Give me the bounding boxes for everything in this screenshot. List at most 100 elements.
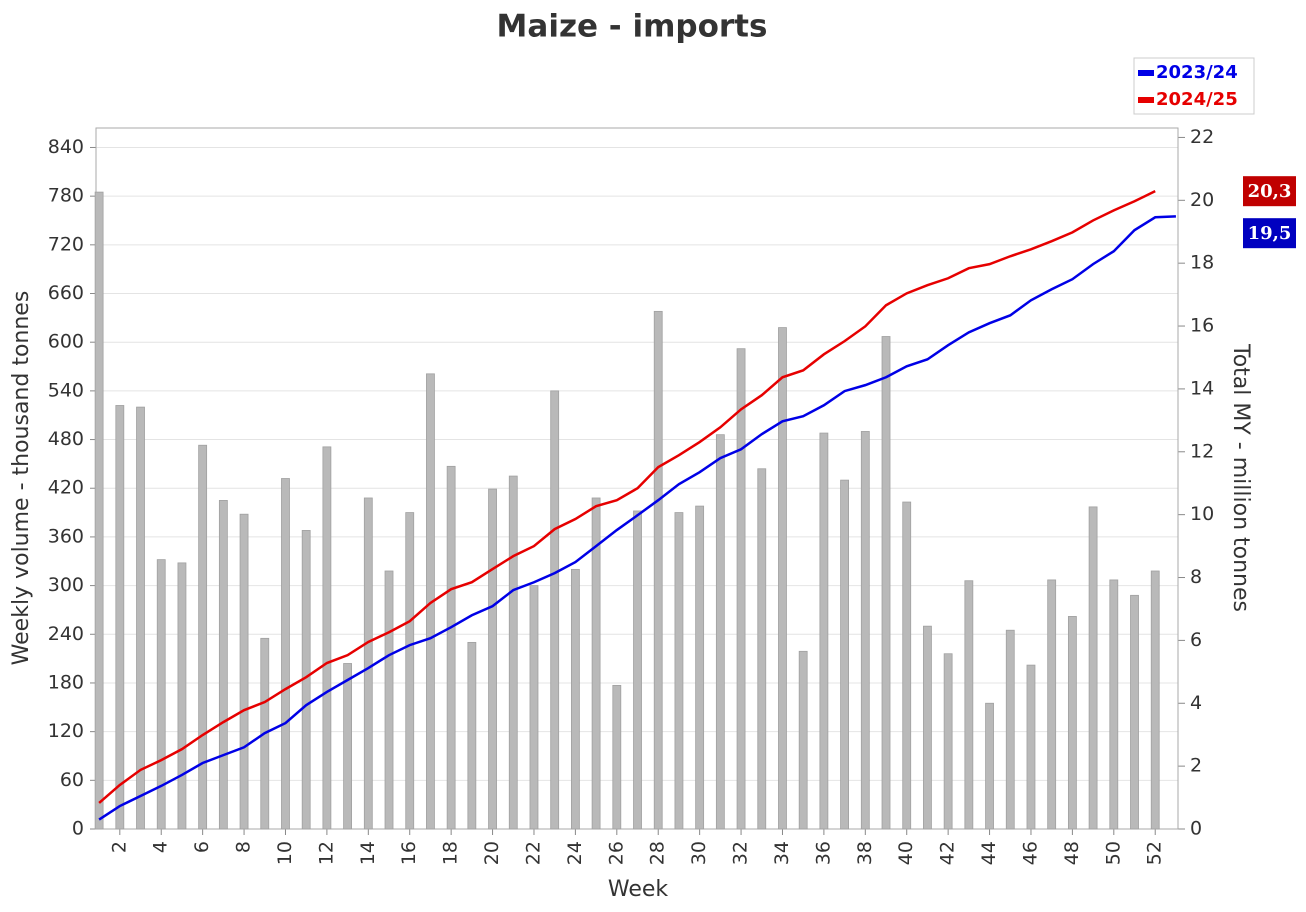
- y-tick-label: 0: [72, 818, 84, 840]
- chart-title: Maize - imports: [497, 9, 768, 45]
- bar: [612, 684, 622, 830]
- legend-label: 2023/24: [1156, 62, 1238, 83]
- x-tick-label: 52: [1144, 841, 1166, 865]
- bar: [633, 510, 642, 830]
- bar: [881, 336, 891, 830]
- x-tick-label: 28: [647, 841, 669, 865]
- y2-tick-label: 6: [1190, 629, 1202, 651]
- bar: [985, 702, 994, 830]
- legend-swatch: [1138, 97, 1154, 103]
- x-tick-label: 50: [1102, 841, 1124, 865]
- y2-tick-label: 10: [1190, 503, 1214, 525]
- y2-tick-label: 14: [1190, 377, 1214, 399]
- y-tick-label: 600: [48, 331, 84, 353]
- end-label-box: [1243, 176, 1296, 207]
- bar: [446, 465, 456, 830]
- x-tick-label: 32: [730, 841, 752, 865]
- x-tick-label: 22: [522, 841, 544, 865]
- bar: [570, 568, 580, 830]
- bar: [674, 512, 684, 830]
- y2-tick-label: 20: [1190, 189, 1214, 211]
- y-tick-label: 120: [48, 720, 84, 742]
- legend-swatch: [1138, 70, 1154, 76]
- y-tick-label: 60: [60, 769, 84, 791]
- y-tick-label: 540: [48, 379, 84, 401]
- legend: 2023/24 2024/25: [1133, 57, 1255, 115]
- x-tick-label: 36: [812, 841, 834, 865]
- bar: [115, 405, 125, 830]
- bar: [136, 406, 145, 830]
- x-tick-label: 44: [978, 841, 1000, 865]
- y-tick-label: 300: [48, 574, 84, 596]
- bar: [1150, 570, 1160, 830]
- end-label-text: 19,5: [1248, 223, 1292, 244]
- bar: [1067, 616, 1077, 830]
- bar: [653, 310, 663, 830]
- x-tick-label: 12: [315, 841, 337, 865]
- x-tick-label: 6: [191, 841, 213, 853]
- bar: [198, 444, 208, 830]
- y-tick-label: 360: [48, 525, 84, 547]
- y-tick-label: 660: [48, 282, 84, 304]
- y2-tick-label: 22: [1190, 126, 1214, 148]
- bar: [1109, 579, 1119, 830]
- bar: [488, 488, 497, 830]
- legend-box: [1133, 57, 1255, 115]
- end-label-text: 20,3: [1248, 181, 1292, 202]
- y-tick-label: 180: [48, 671, 84, 693]
- y-tick-label: 780: [48, 185, 84, 207]
- x-tick-label: 34: [771, 841, 793, 865]
- bar: [218, 500, 228, 830]
- line-series: [98, 190, 1156, 804]
- x-tick-label: 26: [605, 841, 627, 865]
- bar: [550, 390, 560, 830]
- y-tick-label: 480: [48, 428, 84, 450]
- bar: [156, 559, 166, 830]
- bar: [384, 570, 394, 830]
- x-tick-label: 30: [688, 841, 710, 865]
- bar: [860, 431, 870, 830]
- bar: [508, 475, 518, 830]
- bar: [943, 653, 953, 830]
- bar: [363, 497, 373, 830]
- bar: [591, 497, 601, 830]
- bar: [736, 348, 746, 830]
- x-tick-label: 16: [398, 841, 420, 865]
- bar: [964, 580, 974, 830]
- y2-tick-label: 18: [1190, 252, 1214, 274]
- x-tick-label: 48: [1061, 841, 1083, 865]
- y-axis-label: Weekly volume - thousand tonnes: [9, 291, 34, 666]
- y2-tick-label: 2: [1190, 755, 1202, 777]
- y-tick-label: 420: [48, 477, 84, 499]
- bar: [1026, 664, 1036, 830]
- x-tick-label: 18: [440, 841, 462, 865]
- bar: [819, 432, 829, 830]
- x-tick-label: 40: [895, 841, 917, 865]
- bar: [778, 327, 787, 830]
- end-label: 19,5: [1243, 218, 1296, 249]
- x-tick-label: 46: [1019, 841, 1041, 865]
- x-tick-label: 8: [233, 841, 255, 853]
- bar: [798, 650, 808, 830]
- x-tick-label: 20: [481, 841, 503, 865]
- bar: [1005, 629, 1015, 830]
- y2-tick-label: 16: [1190, 315, 1214, 337]
- x-tick-label: 14: [357, 841, 379, 865]
- bar: [840, 479, 849, 830]
- bar: [94, 191, 104, 830]
- bar: [322, 446, 332, 830]
- y2-axis-label: Total MY - million tonnes: [1228, 343, 1253, 612]
- bar: [923, 625, 932, 830]
- x-tick-label: 2: [108, 841, 130, 853]
- x-tick-label: 10: [274, 841, 296, 865]
- bar: [177, 562, 187, 830]
- bar: [239, 513, 249, 830]
- bar: [902, 501, 912, 830]
- bar: [405, 512, 415, 830]
- bar: [467, 641, 477, 830]
- line-series: [98, 215, 1176, 821]
- bar: [1047, 579, 1057, 830]
- y-tick-label: 240: [48, 623, 84, 645]
- x-axis-label: Week: [608, 877, 669, 902]
